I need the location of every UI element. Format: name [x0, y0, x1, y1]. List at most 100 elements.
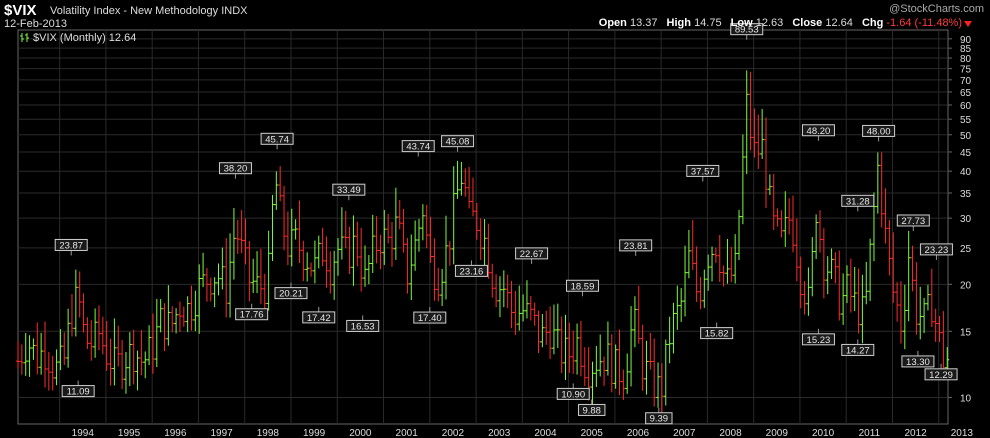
annotation-box — [332, 183, 366, 196]
chg-value: -1.64 (-11.48%) — [886, 17, 962, 29]
high-value: 14.75 — [694, 17, 722, 29]
y-tick-label: 20 — [960, 280, 972, 291]
x-tick-label: 1999 — [303, 428, 326, 438]
chart-date: 12-Feb-2013 — [4, 18, 67, 30]
annotation-box — [61, 385, 95, 398]
x-tick-label: 2005 — [581, 428, 604, 438]
x-tick-label: 2009 — [766, 428, 789, 438]
annotation-label: 45.08 — [446, 137, 470, 148]
annotation-box — [54, 238, 88, 251]
y-tick-label: 55 — [960, 115, 972, 126]
annotation-label: 31.28 — [846, 196, 870, 207]
x-tick-label: 2007 — [673, 428, 696, 438]
annotation-box — [218, 162, 252, 175]
annotation-label: 17.40 — [418, 313, 442, 324]
chg-label: Chg — [861, 17, 884, 29]
x-tick-label: 2000 — [349, 428, 372, 438]
annotation-label: 37.57 — [691, 166, 715, 177]
annotation-box — [556, 387, 590, 400]
annotation-label: 48.00 — [867, 126, 891, 137]
legend-label: $VIX (Monthly) 12.64 — [33, 32, 137, 44]
y-tick-label: 25 — [960, 244, 972, 255]
annotation-label: 18.59 — [571, 281, 595, 292]
annotation-box — [686, 164, 720, 177]
x-tick-label: 2001 — [396, 428, 419, 438]
annotation-label: 15.82 — [705, 329, 729, 340]
annotation-box — [700, 327, 734, 340]
annotation-label: 23.16 — [460, 266, 484, 277]
x-tick-label: 1995 — [118, 428, 141, 438]
annotation-label: 23.23 — [925, 245, 949, 256]
x-tick-label: 2012 — [904, 428, 927, 438]
annotation-label: 14.27 — [846, 345, 870, 356]
open-value: 13.37 — [629, 17, 658, 29]
annotation-box — [919, 243, 953, 256]
annotation-label: 23.81 — [624, 241, 648, 252]
x-tick-label: 2003 — [488, 428, 511, 438]
annotation-label: 9.88 — [582, 405, 601, 416]
low-label: Low — [730, 17, 753, 29]
annotation-label: 10.90 — [561, 389, 585, 400]
index-full-name: Volatility Index - New Methodology — [50, 5, 219, 17]
annotation-box — [901, 355, 935, 368]
y-tick-label: 75 — [960, 65, 972, 76]
close-label: Close — [792, 17, 823, 29]
annotation-box — [454, 264, 488, 277]
x-tick-label: 2013 — [951, 428, 974, 438]
series-legend: $VIX (Monthly) 12.64 — [20, 32, 136, 44]
annotation-label: 12.29 — [929, 370, 953, 381]
annotation-label: 89.53 — [735, 25, 759, 36]
x-tick-label: 2008 — [719, 428, 742, 438]
y-tick-label: 50 — [960, 131, 972, 142]
annotation-label: 33.49 — [337, 185, 361, 196]
ohlc-summary: Open 13.37 High 14.75 Low 12.63 Close 12… — [599, 17, 962, 29]
annotation-label: 11.09 — [67, 387, 90, 398]
x-tick-label: 2002 — [442, 428, 465, 438]
open-label: Open — [598, 17, 627, 29]
exchange: INDX — [221, 5, 248, 17]
annotation-label: 17.76 — [240, 310, 264, 321]
y-tick-label: 15 — [960, 327, 972, 338]
y-tick-label: 65 — [960, 88, 972, 99]
annotation-box — [619, 239, 653, 252]
annotation-box — [565, 279, 599, 292]
x-tick-label: 1998 — [257, 428, 280, 438]
y-tick-label: 85 — [960, 44, 972, 55]
annotation-box — [260, 132, 294, 145]
high-label: High — [666, 17, 691, 29]
annotation-box — [924, 368, 958, 381]
annotation-box — [515, 247, 549, 260]
x-tick-label: 2011 — [859, 428, 881, 438]
annotation-box — [730, 23, 764, 36]
annotation-label: 13.30 — [906, 357, 930, 368]
x-tick-label: 2006 — [627, 428, 650, 438]
annotation-box — [274, 287, 308, 300]
low-value: 12.63 — [755, 17, 784, 29]
y-tick-label: 80 — [960, 54, 972, 65]
annotation-label: 15.23 — [807, 335, 831, 346]
annotation-box — [862, 124, 896, 137]
symbol-title: $VIX — [4, 2, 37, 19]
annotation-box — [413, 311, 447, 324]
annotation-box — [235, 308, 269, 321]
x-tick-label: 2004 — [534, 428, 557, 438]
annotation-box — [841, 343, 875, 356]
y-tick-label: 10 — [960, 393, 972, 404]
plot-frame — [17, 29, 949, 425]
y-tick-label: 70 — [960, 76, 972, 87]
y-tick-label: 45 — [960, 148, 972, 159]
annotation-label: 48.20 — [807, 126, 831, 137]
y-tick-label: 90 — [960, 35, 972, 46]
annotation-label: 20.21 — [279, 289, 303, 300]
y-tick-label: 40 — [960, 167, 972, 178]
index-name: Volatility Index - New Methodology INDX — [50, 5, 248, 17]
annotation-box — [578, 403, 606, 416]
x-tick-label: 1994 — [72, 428, 95, 438]
annotation-box — [645, 412, 673, 425]
annotation-box — [346, 319, 380, 332]
annotation-label: 9.39 — [650, 414, 669, 425]
x-tick-label: 1996 — [164, 428, 187, 438]
annotation-label: 23.87 — [59, 240, 83, 251]
annotation-label: 16.53 — [351, 321, 375, 332]
